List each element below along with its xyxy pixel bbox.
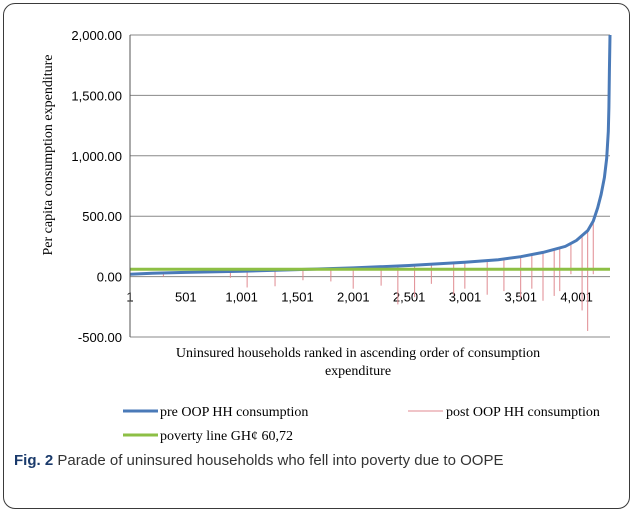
x-tick-label: 3,001 <box>449 290 482 305</box>
y-tick-label: 2,000.00 <box>71 28 122 43</box>
y-axis-label: Per capita consumption expenditure <box>41 55 56 256</box>
figure-caption-text: Parade of uninsured households who fell … <box>57 452 504 469</box>
legend-label-post: post OOP HH consumption <box>446 405 600 420</box>
x-tick-label: 501 <box>175 290 197 305</box>
y-tick-labels: -500.00 0.00 500.00 1,000.00 1,500.00 2,000.0… <box>71 28 122 345</box>
x-tick-label: 1,501 <box>281 290 314 305</box>
x-tick-label: 4,001 <box>560 290 593 305</box>
y-tick-label: 0.00 <box>97 270 122 285</box>
x-axis-label-line1: Uninsured households ranked in ascending… <box>176 346 540 361</box>
x-tick-label: 1,001 <box>225 290 258 305</box>
x-tick-label: 2,001 <box>337 290 370 305</box>
x-tick-label: 2,501 <box>393 290 426 305</box>
grid-lines <box>130 34 610 338</box>
x-axis-label-line2: expenditure <box>325 364 391 379</box>
legend-label-pre: pre OOP HH consumption <box>160 405 308 420</box>
figure-caption: Fig. 2 Parade of uninsured households wh… <box>14 449 614 472</box>
figure-label: Fig. 2 <box>14 452 54 469</box>
y-tick-label: 1,500.00 <box>71 88 122 103</box>
post-oop-series <box>162 221 594 331</box>
y-tick-label: 500.00 <box>82 209 122 224</box>
legend-label-poverty: poverty line GH¢ 60,72 <box>160 429 293 444</box>
y-tick-label: -500.00 <box>78 330 122 345</box>
legend: pre OOP HH consumption post OOP HH consu… <box>123 405 600 444</box>
y-tick-label: 1,000.00 <box>71 149 122 164</box>
pre-oop-series-line <box>129 34 612 276</box>
